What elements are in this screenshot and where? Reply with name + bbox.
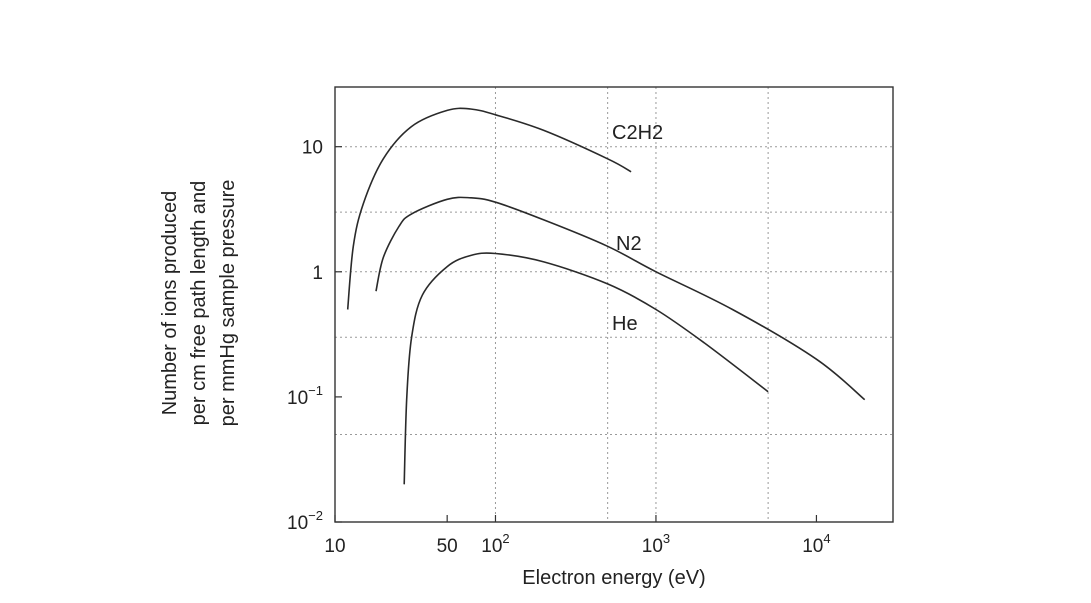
x-tick-label: 104: [802, 531, 830, 557]
x-tick-label: 103: [642, 531, 670, 557]
y-tick-label: 10: [302, 138, 323, 159]
x-tick-label: 50: [437, 536, 458, 557]
y-axis-title-line: per cm free path length and: [188, 181, 210, 426]
series-line-he: [403, 252, 769, 485]
y-tick-label: 10−2: [287, 508, 323, 534]
series-line-c2h2: [346, 107, 632, 310]
x-tick-label: 10: [324, 536, 345, 557]
plot-frame: [334, 86, 894, 523]
y-tick-label: 1: [312, 263, 323, 284]
y-tick-label: 10−1: [287, 383, 323, 409]
x-axis-title: Electron energy (eV): [522, 567, 705, 589]
series-label-he: He: [612, 313, 638, 335]
series-label-c2h2: C2H2: [612, 122, 663, 144]
y-axis-title-line: Number of ions produced: [159, 191, 181, 416]
y-axis-title-line: per mmHg sample pressure: [217, 180, 239, 427]
series-label-n2: N2: [616, 233, 642, 255]
x-tick-label: 102: [481, 531, 509, 557]
series-line-n2: [375, 196, 866, 401]
